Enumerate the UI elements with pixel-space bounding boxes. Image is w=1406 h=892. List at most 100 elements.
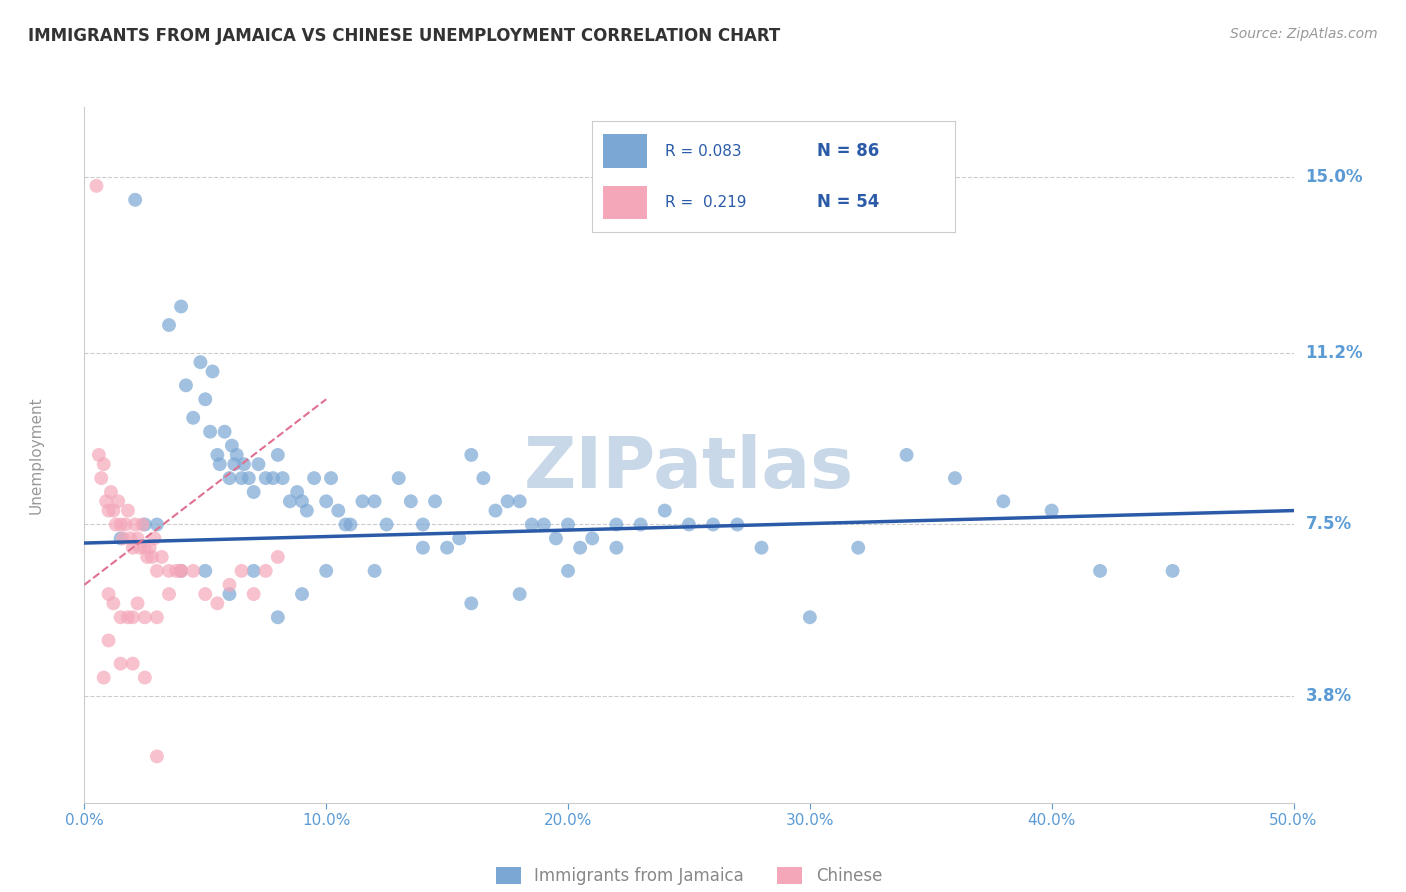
Point: [117, 610, 139, 624]
Point: [262, 471, 284, 485]
Point: [751, 541, 773, 555]
Point: [460, 596, 482, 610]
Point: [131, 517, 153, 532]
Point: [218, 587, 240, 601]
Legend: Immigrants from Jamaica, Chinese: Immigrants from Jamaica, Chinese: [489, 860, 889, 891]
Point: [363, 564, 385, 578]
Point: [678, 517, 700, 532]
Point: [221, 439, 243, 453]
Point: [544, 532, 567, 546]
Point: [315, 494, 337, 508]
Point: [218, 578, 240, 592]
Point: [94, 494, 117, 508]
Point: [291, 587, 314, 601]
Point: [247, 457, 270, 471]
Point: [423, 494, 446, 508]
Point: [146, 517, 169, 532]
Point: [218, 471, 240, 485]
Point: [557, 564, 579, 578]
Point: [146, 610, 169, 624]
Point: [654, 503, 676, 517]
Point: [271, 471, 294, 485]
Point: [388, 471, 411, 485]
Point: [194, 392, 217, 407]
Point: [93, 671, 115, 685]
Text: Source: ZipAtlas.com: Source: ZipAtlas.com: [1230, 27, 1378, 41]
Point: [509, 494, 531, 508]
Point: [134, 541, 156, 555]
Point: [581, 532, 603, 546]
Point: [127, 596, 149, 610]
Point: [352, 494, 374, 508]
Point: [254, 564, 277, 578]
Point: [97, 503, 120, 517]
Point: [121, 657, 143, 671]
Point: [285, 485, 308, 500]
Point: [190, 355, 212, 369]
Point: [146, 564, 169, 578]
Point: [207, 448, 229, 462]
Point: [399, 494, 422, 508]
Point: [207, 596, 229, 610]
Point: [129, 541, 152, 555]
Point: [127, 532, 149, 546]
Point: [124, 193, 146, 207]
Point: [194, 587, 217, 601]
Point: [233, 457, 256, 471]
Point: [231, 471, 253, 485]
Point: [150, 549, 173, 564]
Point: [472, 471, 495, 485]
Point: [120, 532, 142, 546]
Point: [110, 517, 132, 532]
Point: [242, 564, 264, 578]
Point: [157, 587, 180, 601]
Point: [141, 549, 163, 564]
Point: [302, 471, 325, 485]
Point: [107, 494, 129, 508]
Point: [110, 657, 132, 671]
Point: [103, 503, 125, 517]
Point: [993, 494, 1015, 508]
Point: [363, 494, 385, 508]
Point: [100, 485, 122, 500]
Point: [170, 300, 193, 314]
Point: [605, 517, 627, 532]
Point: [136, 549, 159, 564]
Text: 11.2%: 11.2%: [1306, 344, 1364, 362]
Point: [295, 503, 318, 517]
Point: [110, 532, 132, 546]
Point: [224, 457, 246, 471]
Point: [157, 564, 180, 578]
Point: [242, 587, 264, 601]
Point: [214, 425, 236, 439]
Text: IMMIGRANTS FROM JAMAICA VS CHINESE UNEMPLOYMENT CORRELATION CHART: IMMIGRANTS FROM JAMAICA VS CHINESE UNEMP…: [28, 27, 780, 45]
Point: [242, 485, 264, 500]
Point: [170, 564, 193, 578]
Point: [267, 448, 290, 462]
Point: [496, 494, 519, 508]
Point: [412, 541, 434, 555]
Point: [460, 448, 482, 462]
Point: [846, 541, 869, 555]
Point: [110, 610, 132, 624]
Point: [194, 564, 217, 578]
Point: [124, 517, 146, 532]
Point: [231, 564, 253, 578]
Point: [121, 610, 143, 624]
Point: [165, 564, 187, 578]
Point: [520, 517, 543, 532]
Text: Unemployment: Unemployment: [28, 396, 44, 514]
Point: [117, 503, 139, 517]
Point: [605, 541, 627, 555]
Point: [87, 448, 110, 462]
Point: [146, 749, 169, 764]
Point: [97, 633, 120, 648]
Point: [1161, 564, 1184, 578]
Text: 3.8%: 3.8%: [1306, 687, 1351, 705]
Point: [267, 549, 290, 564]
Point: [339, 517, 361, 532]
Point: [1040, 503, 1063, 517]
Point: [134, 671, 156, 685]
Point: [104, 517, 127, 532]
Point: [412, 517, 434, 532]
